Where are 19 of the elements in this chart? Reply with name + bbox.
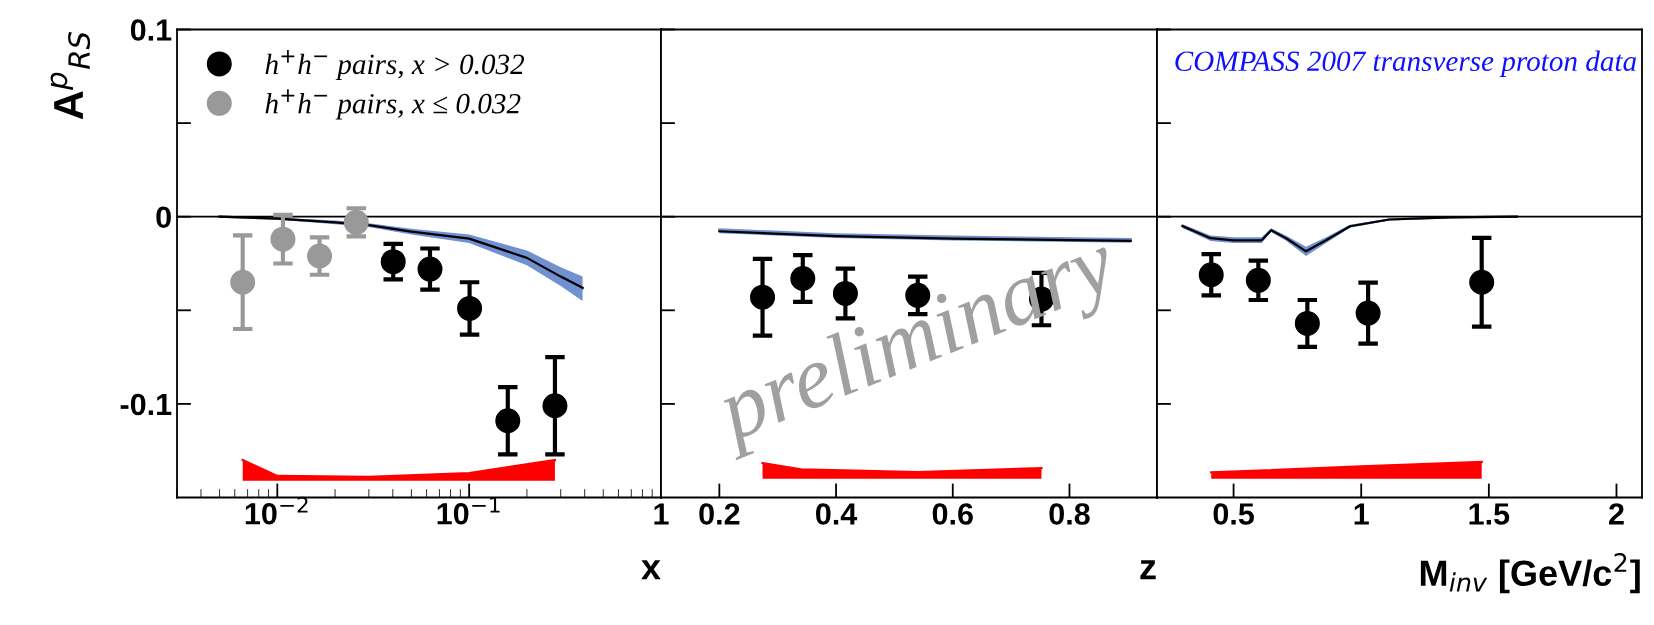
x-tick-label: 0.2 <box>699 503 740 525</box>
y-tick-label: 0.1 <box>130 19 172 41</box>
x-tick-label: 0.6 <box>932 503 973 525</box>
y-tick-label: 0 <box>156 206 171 229</box>
y-tick-label: -0.1 <box>120 393 172 416</box>
y-axis-title: A$^{p}$$_{RS}$ <box>50 31 91 120</box>
x-tick-label: 1 <box>1354 503 1369 525</box>
annotation: COMPASS 2007 transverse proton data <box>1175 50 1637 78</box>
legend-label: h$^{+}$h$^{−}$ pairs, x ≤ 0.032 <box>265 89 521 120</box>
x-axis-title: M$_{inv}$ [GeV/c$^{2}$] <box>1420 553 1640 594</box>
x-tick-label: 1 <box>654 503 669 525</box>
x-axis-title: x <box>641 560 661 580</box>
x-tick-label: 0.5 <box>1213 503 1254 525</box>
x-tick-label: 1.5 <box>1469 503 1510 525</box>
x-tick-label: 0.4 <box>816 503 858 525</box>
x-tick-label: 2 <box>1609 503 1624 525</box>
x-tick-label: 0.8 <box>1049 503 1090 525</box>
legend-label: h$^{+}$h$^{−}$ pairs, x > 0.032 <box>265 49 525 81</box>
x-axis-title: z <box>1140 560 1156 580</box>
